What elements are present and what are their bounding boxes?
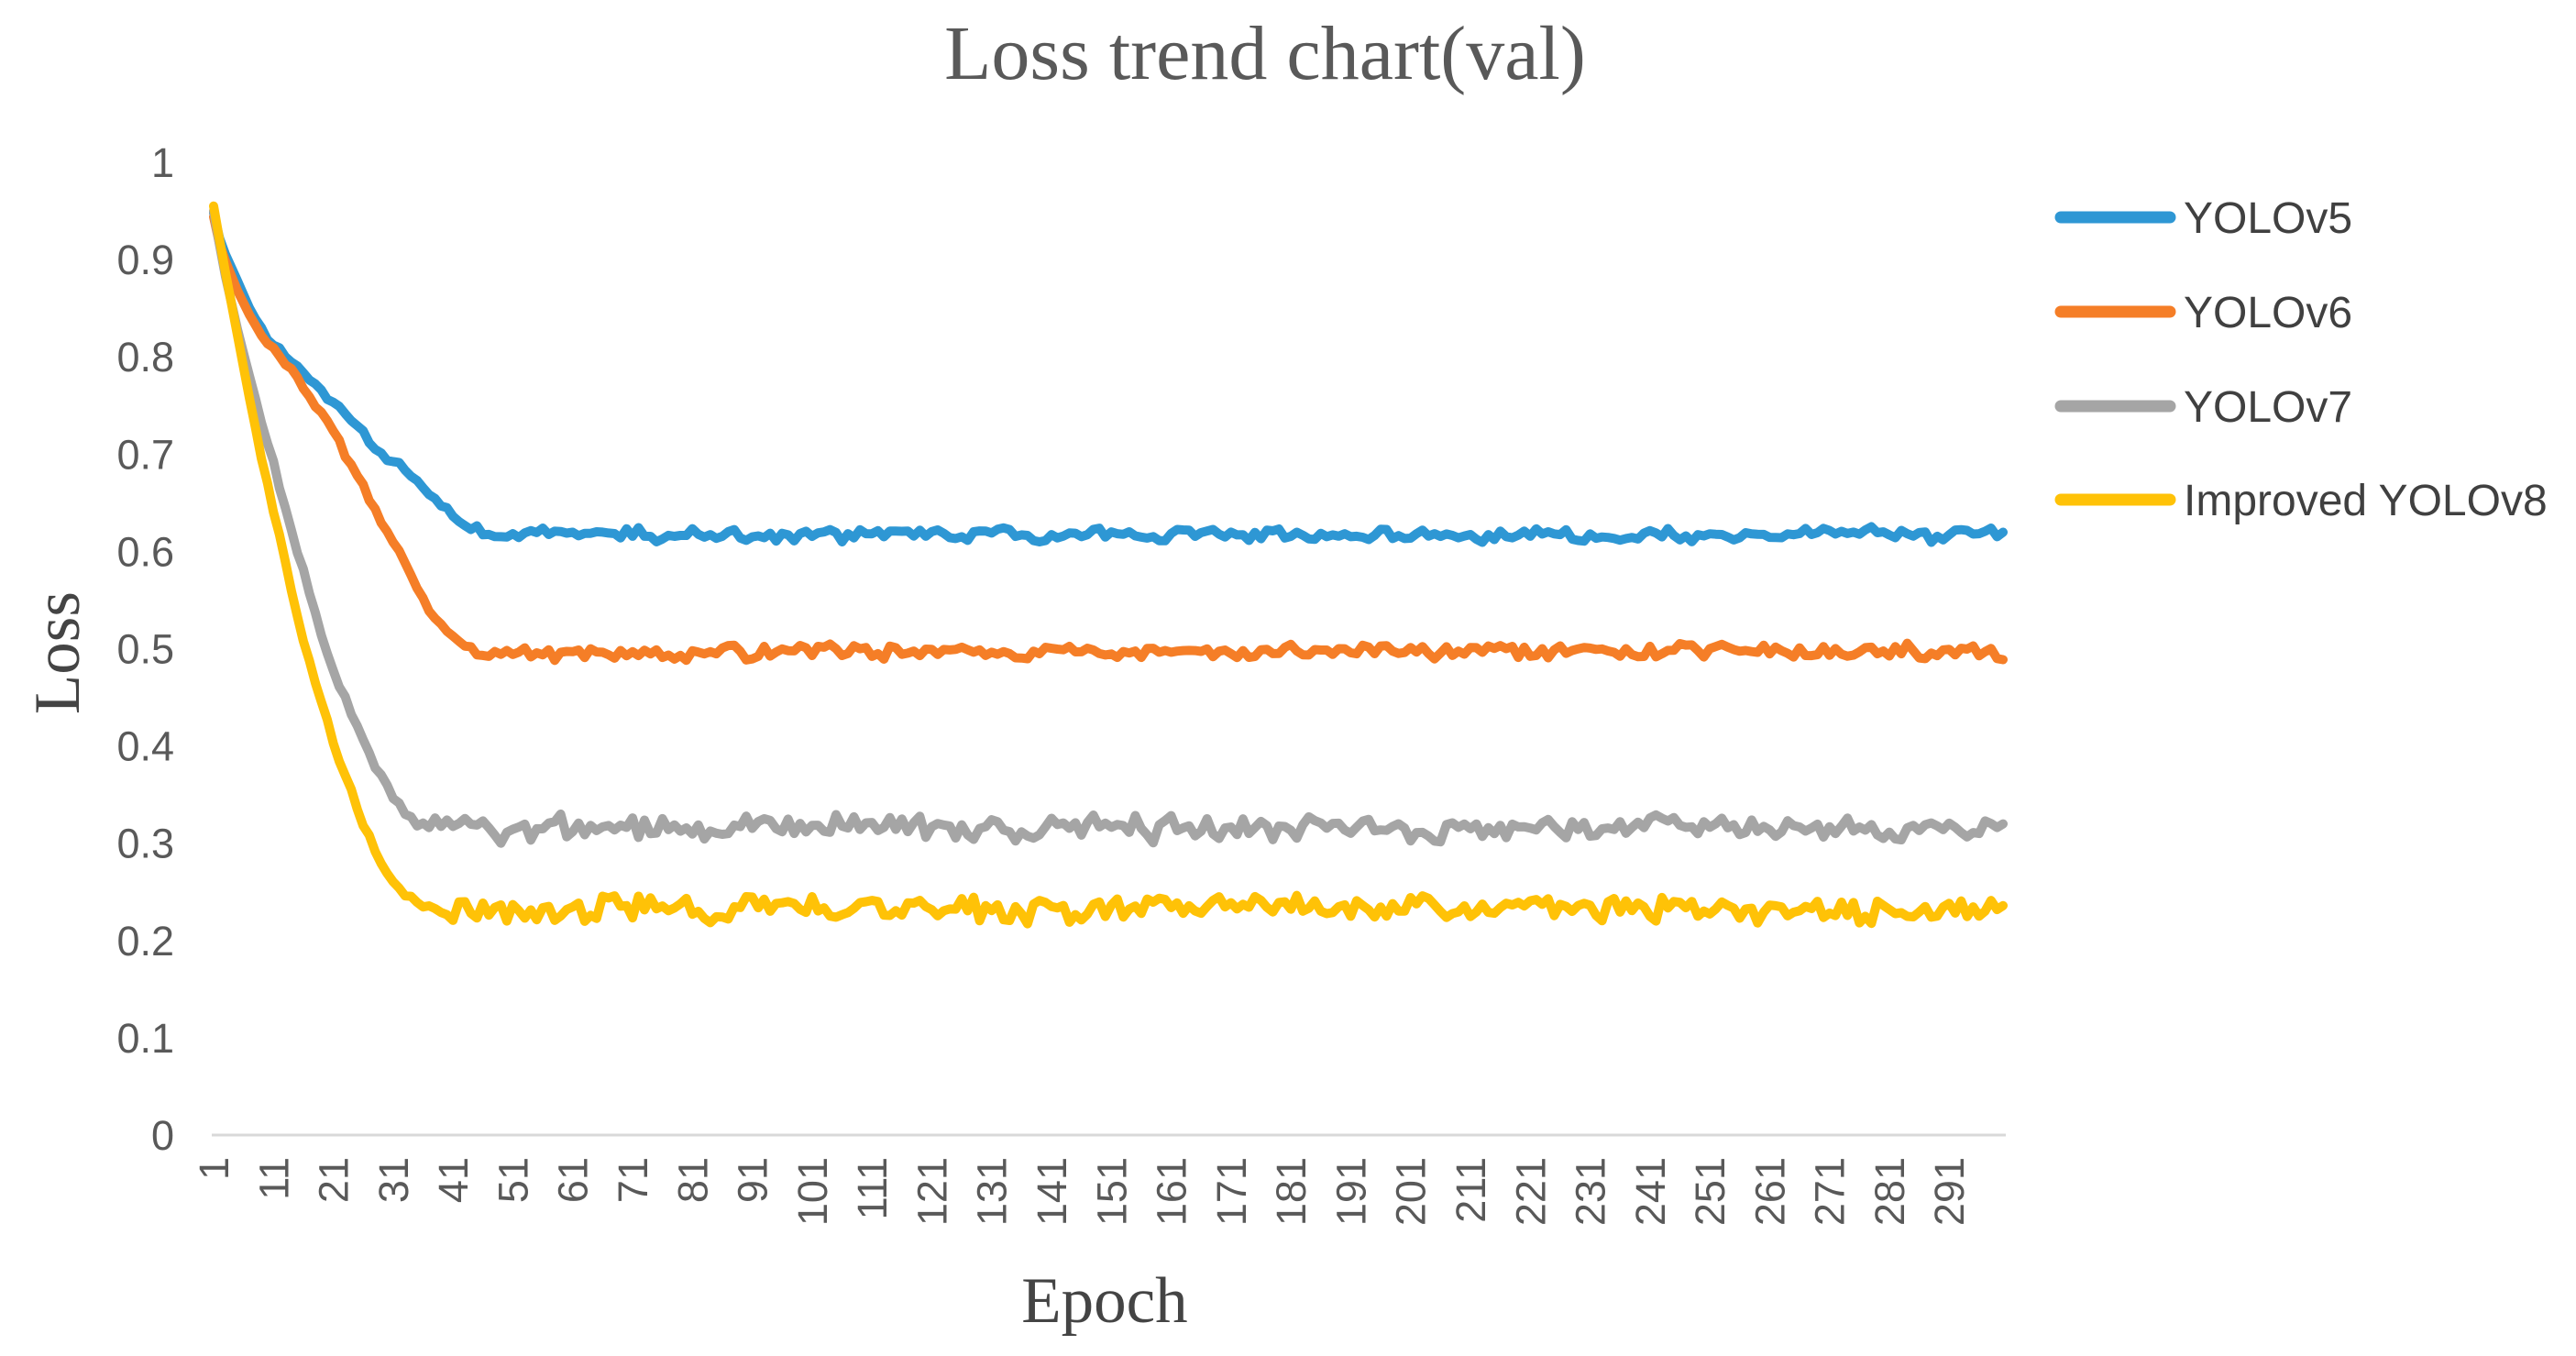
y-tick-label: 0.6 [116,528,174,575]
y-tick-label: 1 [151,139,174,186]
x-tick-label: 51 [490,1157,536,1203]
y-axis-title: Loss [22,591,94,714]
legend-label-yolov7: YOLOv7 [2184,383,2352,432]
x-tick-label: 281 [1866,1157,1913,1226]
x-tick-label: 41 [430,1157,477,1203]
x-tick-label: 251 [1687,1157,1734,1226]
x-tick-label: 141 [1029,1157,1075,1226]
chart-title: Loss trend chart(val) [944,11,1586,96]
x-tick-label: 261 [1746,1157,1793,1226]
x-tick-label: 121 [908,1157,955,1226]
y-tick-label: 0.1 [116,1015,174,1062]
legend-label-yolov6: YOLOv6 [2184,289,2352,337]
x-tick-label: 21 [311,1157,358,1203]
legend: YOLOv5 YOLOv6 YOLOv7 Improved YOLOv8 [2054,194,2548,525]
legend-item-improved-yolov8: Improved YOLOv8 [2054,477,2548,525]
y-tick-label: 0.2 [116,918,174,965]
x-tick-label: 71 [610,1157,656,1203]
x-tick-label: 131 [969,1157,1016,1226]
y-tick-label: 0.9 [116,237,174,283]
x-tick-label: 91 [730,1157,776,1203]
y-axis-tick-labels: 1 0.9 0.8 0.7 0.6 0.5 0.4 0.3 0.2 0.1 0 [116,139,174,1159]
legend-item-yolov5: YOLOv5 [2054,194,2352,243]
x-tick-label: 201 [1388,1157,1435,1226]
legend-label-yolov5: YOLOv5 [2184,194,2352,243]
x-tick-label: 231 [1568,1157,1614,1226]
series-line-yolov6 [209,212,2008,666]
x-tick-label: 171 [1208,1157,1255,1226]
series-line-improved-yolov8 [209,201,2008,929]
y-tick-label: 0.7 [116,431,174,478]
series-line-yolov5 [209,208,2008,547]
x-tick-label: 61 [550,1157,597,1203]
x-tick-label: 241 [1627,1157,1674,1226]
y-tick-label: 0.8 [116,334,174,380]
x-axis-title: Epoch [1021,1265,1187,1337]
x-tick-label: 111 [849,1157,896,1219]
x-tick-label: 11 [250,1157,297,1200]
y-tick-label: 0.3 [116,821,174,867]
series-lines [209,201,2008,929]
y-tick-label: 0.4 [116,723,174,770]
x-tick-label: 1 [191,1157,237,1180]
x-tick-label: 221 [1507,1157,1554,1226]
x-tick-label: 191 [1327,1157,1374,1226]
y-tick-label: 0.5 [116,626,174,673]
x-tick-label: 181 [1268,1157,1315,1226]
series-line-yolov7 [209,206,2008,848]
x-tick-label: 31 [370,1157,417,1203]
x-tick-label: 151 [1088,1157,1135,1226]
legend-label-improved-yolov8: Improved YOLOv8 [2184,477,2548,525]
x-tick-label: 271 [1807,1157,1854,1226]
x-tick-label: 81 [669,1157,716,1203]
x-tick-label: 161 [1149,1157,1195,1226]
y-tick-label: 0 [151,1112,174,1159]
x-tick-label: 101 [789,1157,836,1226]
legend-item-yolov7: YOLOv7 [2054,383,2352,432]
x-axis-tick-labels: 1 11 21 31 41 51 61 71 81 91 101 111 121 131 141 151 161… [191,1157,1973,1226]
x-tick-label: 211 [1448,1157,1494,1223]
x-tick-label: 291 [1926,1157,1973,1226]
legend-item-yolov6: YOLOv6 [2054,289,2352,337]
